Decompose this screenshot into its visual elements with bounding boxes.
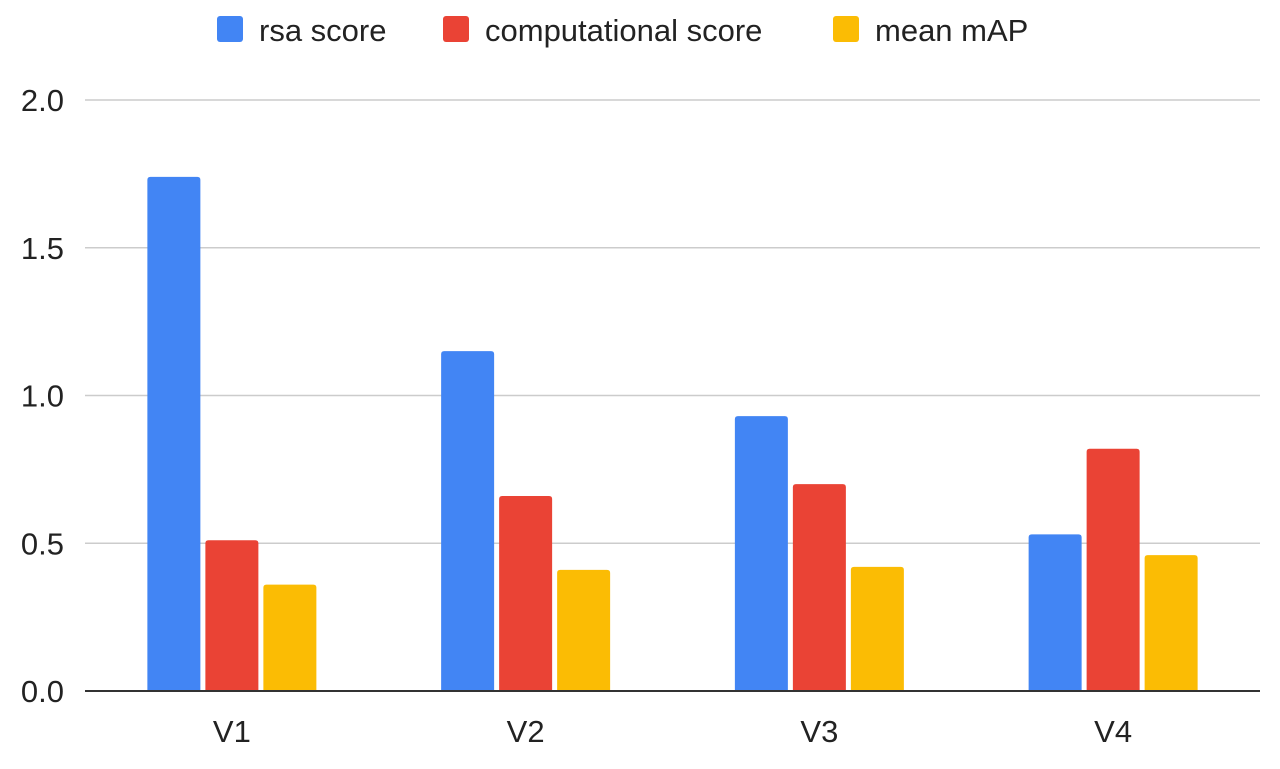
gridlines <box>85 99 1260 544</box>
bar-v3-mean-map <box>850 566 904 691</box>
y-tick-label: 0.0 <box>21 674 64 709</box>
y-tick-label: 0.5 <box>21 526 64 561</box>
x-tick-label: V3 <box>800 714 838 749</box>
bar-v2-computational-score <box>499 495 553 691</box>
bar-v2-mean-map <box>557 569 611 691</box>
x-tick-label: V1 <box>213 714 251 749</box>
x-tick-label: V2 <box>507 714 545 749</box>
legend-label: mean mAP <box>875 13 1028 48</box>
legend-swatch <box>217 16 243 42</box>
bars <box>147 176 1198 691</box>
bar-v3-computational-score <box>792 484 846 691</box>
bar-v3-rsa-score <box>734 416 788 691</box>
x-axis-category-labels: V1 V2 V3 V4 <box>213 714 1132 749</box>
y-tick-label: 1.5 <box>21 231 64 266</box>
y-tick-label: 2.0 <box>21 83 64 118</box>
legend-swatch <box>833 16 859 42</box>
bar-v4-mean-map <box>1144 555 1198 691</box>
x-tick-label: V4 <box>1094 714 1132 749</box>
y-tick-label: 1.0 <box>21 379 64 414</box>
legend-label: computational score <box>485 13 762 48</box>
legend-label: rsa score <box>259 13 386 48</box>
y-axis-tick-labels: 0.0 0.5 1.0 1.5 2.0 <box>21 83 64 709</box>
bar-v2-rsa-score <box>441 351 495 691</box>
bar-v4-computational-score <box>1086 448 1140 691</box>
legend-swatch <box>443 16 469 42</box>
bar-v4-rsa-score <box>1028 534 1082 691</box>
legend: rsa score computational score mean mAP <box>217 13 1028 48</box>
bar-v1-mean-map <box>263 584 317 691</box>
bar-v1-computational-score <box>205 540 259 691</box>
bar-v1-rsa-score <box>147 176 201 691</box>
